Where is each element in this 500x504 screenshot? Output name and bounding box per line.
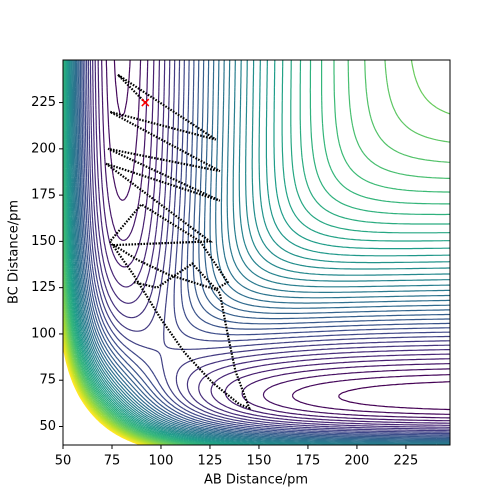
contour-line bbox=[75, 60, 450, 442]
contour-line bbox=[78, 60, 450, 440]
x-tick-label: 50 bbox=[55, 454, 72, 469]
contour-line bbox=[63, 60, 450, 445]
contour-line bbox=[63, 337, 147, 445]
y-tick-label: 75 bbox=[39, 373, 56, 388]
contour-line bbox=[85, 60, 450, 433]
contour-line bbox=[87, 60, 450, 432]
x-tick-label: 100 bbox=[149, 454, 174, 469]
contour-line bbox=[63, 317, 157, 445]
contour-line bbox=[63, 60, 450, 445]
contour-line bbox=[338, 381, 450, 411]
contour-line bbox=[89, 60, 450, 430]
y-tick-label: 200 bbox=[31, 141, 56, 156]
x-tick-label: 150 bbox=[247, 454, 272, 469]
contour-line bbox=[63, 60, 450, 445]
contour-line bbox=[63, 285, 171, 445]
contour-line bbox=[63, 60, 450, 445]
contour-line bbox=[64, 60, 450, 445]
contour-line bbox=[74, 60, 450, 443]
contour-line bbox=[66, 60, 450, 445]
contour-line bbox=[79, 60, 450, 438]
x-tick-label: 225 bbox=[393, 454, 418, 469]
contour-line bbox=[63, 60, 450, 445]
contour-line bbox=[68, 60, 450, 445]
contour-line bbox=[101, 60, 450, 422]
start-marker bbox=[141, 98, 150, 107]
contour-line bbox=[84, 60, 450, 435]
trajectory-layer bbox=[105, 73, 252, 410]
contour-line bbox=[105, 60, 450, 419]
contour-line bbox=[92, 60, 450, 428]
contour-line bbox=[63, 295, 167, 445]
contour-line bbox=[82, 60, 450, 436]
contour-line bbox=[63, 60, 450, 445]
x-tick-label: 125 bbox=[198, 454, 223, 469]
trajectory bbox=[105, 73, 252, 410]
contour-line bbox=[63, 60, 450, 445]
contour-line bbox=[63, 333, 149, 445]
x-tick-label: 175 bbox=[296, 454, 321, 469]
x-tick-label: 75 bbox=[104, 454, 121, 469]
contour-line bbox=[65, 60, 450, 445]
contour-line bbox=[94, 60, 450, 426]
contour-line bbox=[71, 60, 450, 445]
contour-line bbox=[113, 60, 450, 415]
contour-line bbox=[63, 345, 142, 445]
y-tick-label: 100 bbox=[31, 326, 56, 341]
contour-line bbox=[72, 60, 450, 445]
contour-line bbox=[69, 60, 450, 445]
y-tick-label: 50 bbox=[39, 419, 56, 434]
x-axis-label: AB Distance/pm bbox=[204, 473, 308, 488]
contour-layer bbox=[63, 60, 450, 445]
contour-line bbox=[63, 310, 161, 445]
plot-frame bbox=[62, 59, 451, 446]
y-tick-label: 175 bbox=[31, 188, 56, 203]
x-tick-label: 200 bbox=[345, 454, 370, 469]
y-tick-label: 125 bbox=[31, 280, 56, 295]
contour-line bbox=[73, 60, 450, 444]
contour-line bbox=[63, 303, 164, 445]
contour-line bbox=[70, 60, 450, 445]
y-axis-label: BC Distance/pm bbox=[7, 200, 22, 304]
contour-line bbox=[67, 60, 450, 445]
y-tick-label: 225 bbox=[31, 95, 56, 110]
contour-line bbox=[63, 328, 152, 445]
contour-line bbox=[67, 60, 450, 445]
contour-line bbox=[63, 342, 144, 445]
y-tick-label: 150 bbox=[31, 234, 56, 249]
contour-line bbox=[63, 323, 154, 445]
